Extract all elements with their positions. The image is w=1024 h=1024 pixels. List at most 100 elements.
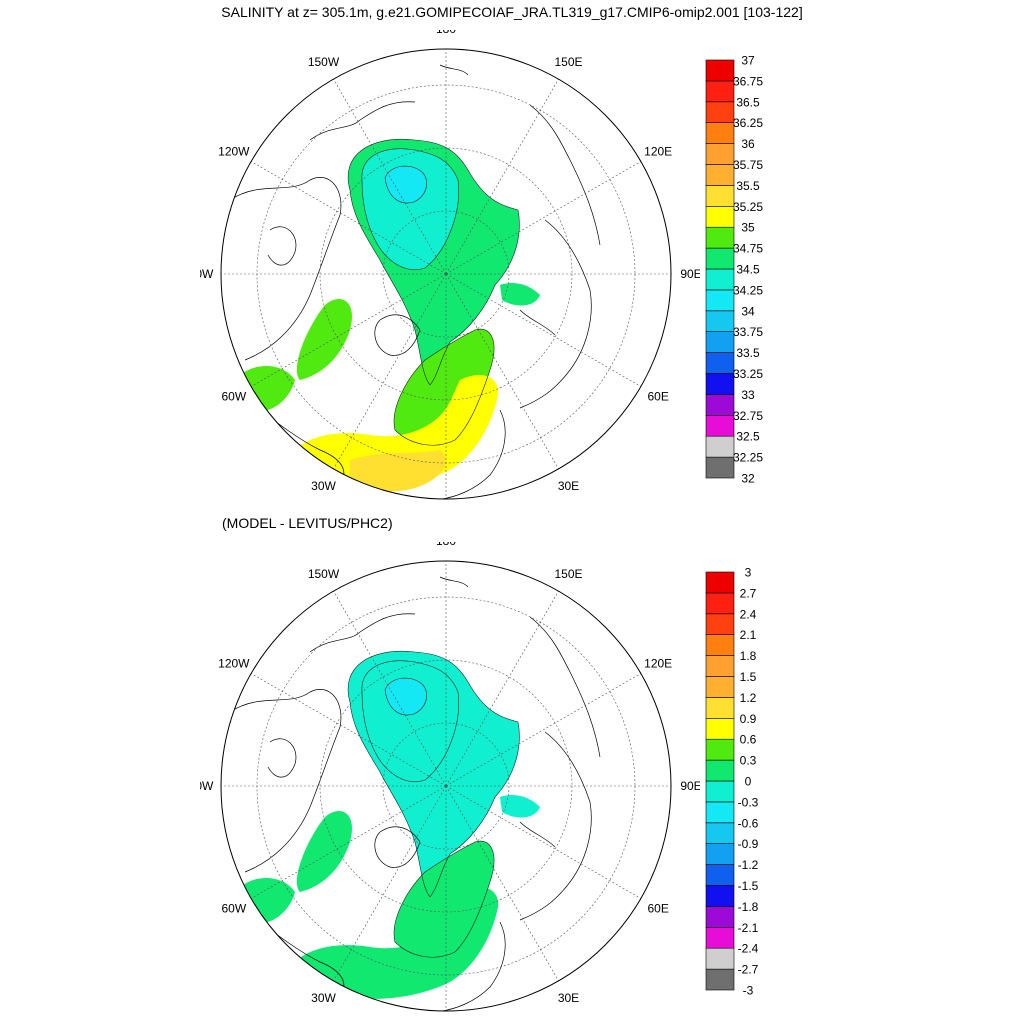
colorbar-tick-label: -0.9 [738, 837, 759, 851]
meridian-line [445, 273, 559, 470]
colorbar-tick-label: 32.5 [736, 430, 760, 444]
colorbar-tick-label: 33.75 [733, 325, 763, 339]
colorbar-tick-label: -0.6 [738, 816, 759, 830]
colorbar-tick-label: 1.8 [740, 649, 757, 663]
colorbar-swatch [705, 885, 735, 907]
longitude-label: 30W [311, 991, 336, 1005]
colorbar-swatch [705, 947, 735, 970]
longitude-label: 150E [554, 567, 582, 581]
longitude-label: 60E [647, 390, 668, 404]
coastline [529, 104, 601, 246]
coastline [374, 314, 421, 356]
map-boundary [220, 560, 672, 1012]
difference-polar-map: 180150E120E90E60E30E030W60W90W120W150W [200, 542, 700, 1012]
colorbar-tick-label: 33 [741, 388, 755, 402]
meridian-line [445, 785, 559, 982]
colorbar-swatch [705, 780, 735, 803]
colorbar-swatch [705, 414, 735, 437]
colorbar-swatch [705, 571, 735, 594]
colorbar-tick-label: -3 [743, 984, 754, 998]
colorbar-swatch [705, 352, 735, 374]
coastline [519, 219, 592, 409]
longitude-label: 180 [436, 542, 456, 548]
meridian-line [445, 78, 559, 275]
longitude-label: 180 [436, 30, 456, 36]
gyre-core-field [385, 678, 427, 715]
colorbar-swatch [705, 268, 735, 291]
colorbar-tick-label: 37 [741, 54, 755, 68]
colorbar-swatch [705, 59, 735, 82]
meridian-line [250, 785, 447, 899]
colorbar-swatch [705, 926, 735, 949]
meridian-line [445, 273, 642, 387]
longitude-label: 30W [311, 479, 336, 493]
coastline [519, 731, 592, 921]
colorbar-tick-label: 1.5 [740, 670, 757, 684]
meridian-line [250, 673, 447, 787]
colorbar-swatch [705, 122, 735, 144]
colorbar-swatch [705, 801, 735, 824]
colorbar-swatch [705, 906, 735, 928]
colorbar-tick-label: 2.7 [740, 586, 757, 600]
longitude-label: 90E [680, 779, 700, 793]
meridian-line [333, 590, 447, 787]
longitude-label: 90W [200, 267, 214, 281]
colorbar-swatch [705, 822, 735, 844]
colorbar-swatch [705, 101, 735, 123]
coastline [229, 689, 342, 873]
colorbar-tick-label: 0.9 [740, 712, 757, 726]
longitude-label: 90W [200, 779, 214, 793]
north-atlantic-field [295, 887, 499, 999]
coastline [519, 309, 556, 336]
colorbar-tick-label: 32.25 [733, 451, 763, 465]
baffin-bay-field [296, 810, 352, 892]
colorbar-swatch [705, 373, 735, 395]
colorbar-tick-label: 2.4 [740, 607, 757, 621]
longitude-label: 120W [218, 145, 250, 159]
colorbar-swatch [705, 843, 735, 865]
salinity-polar-map: 180150E120E90E60E30E030W60W90W120W150W [200, 30, 700, 500]
longitude-label: 120E [644, 145, 672, 159]
contour-line [361, 148, 459, 270]
latitude-circle [382, 722, 510, 850]
colorbar-swatch [705, 206, 735, 228]
longitude-label: 150W [308, 567, 340, 581]
colorbar-swatch [705, 331, 735, 353]
difference-colorbar: -3 -2.7 -2.4 -2.1 -1.8 -1.5 -1.2 -0.9 -0.6 -0.3 0 0… [705, 566, 759, 998]
coastline [267, 226, 297, 266]
colorbar-swatch [705, 394, 735, 416]
meridian-line [445, 161, 642, 275]
colorbar-swatch [705, 676, 735, 698]
colorbar-swatch [705, 247, 735, 270]
colorbar-swatch [705, 185, 735, 207]
barents-sea-field [500, 283, 540, 306]
colorbar-tick-label: 33.25 [733, 367, 763, 381]
coastline [267, 738, 297, 778]
colorbar-tick-label: 34.75 [733, 242, 763, 256]
baffin-bay-field [296, 298, 352, 380]
colorbar-tick-label: 33.5 [736, 346, 760, 360]
colorbar-tick-label: -0.3 [738, 795, 759, 809]
colorbar-swatch [705, 143, 735, 165]
colorbar-tick-label: -1.8 [738, 900, 759, 914]
longitude-label: 60E [647, 902, 668, 916]
colorbar-tick-label: 36 [741, 137, 755, 151]
latitude-circle [382, 210, 510, 338]
colorbar-tick-label: -1.2 [738, 858, 759, 872]
longitude-label: 30E [558, 991, 579, 1005]
coastline [434, 921, 506, 1011]
longitude-label: 60W [221, 902, 246, 916]
meridian-line [445, 785, 642, 899]
coastline [309, 101, 416, 141]
colorbar-swatch [705, 456, 735, 479]
coastline [309, 613, 416, 653]
colorbar-swatch [705, 968, 735, 991]
contour-line [347, 650, 520, 898]
meridian-line [445, 590, 559, 787]
colorbar-swatch [705, 289, 735, 312]
difference-title: (MODEL - LEVITUS/PHC2) [222, 515, 393, 531]
colorbar-tick-label: 34.25 [733, 283, 763, 297]
colorbar-tick-label: -2.7 [738, 963, 759, 977]
longitude-label: 150E [554, 55, 582, 69]
colorbar-tick-label: 2.1 [740, 628, 757, 642]
